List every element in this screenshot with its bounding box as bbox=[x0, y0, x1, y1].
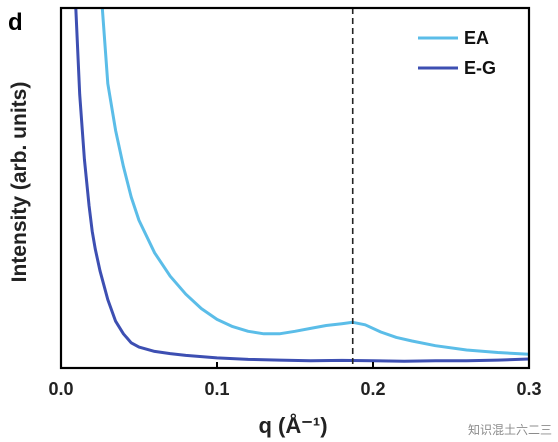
series-line-e-g bbox=[74, 7, 530, 363]
legend: EA E-G bbox=[418, 28, 496, 78]
y-axis-label: Intensity (arb. units) bbox=[8, 82, 31, 283]
plot-frame bbox=[59, 6, 531, 370]
x-tick-label: 0.3 bbox=[516, 379, 541, 399]
watermark: 知识混土六二三 bbox=[468, 423, 552, 437]
series-line-ea bbox=[100, 7, 530, 356]
legend-label-ea: EA bbox=[464, 28, 489, 48]
series-layer bbox=[74, 7, 530, 363]
x-tick-label: 0.2 bbox=[360, 379, 385, 399]
panel-label: d bbox=[8, 9, 23, 36]
x-tick-label: 0.1 bbox=[204, 379, 229, 399]
x-tick-label: 0.0 bbox=[48, 379, 73, 399]
plot-area: 0.0 0.1 0.2 0.3 bbox=[48, 6, 542, 399]
x-axis-ticks: 0.0 0.1 0.2 0.3 bbox=[48, 362, 542, 399]
legend-label-e-g: E-G bbox=[464, 58, 496, 78]
x-axis-label: q (Å⁻¹) bbox=[258, 412, 327, 438]
